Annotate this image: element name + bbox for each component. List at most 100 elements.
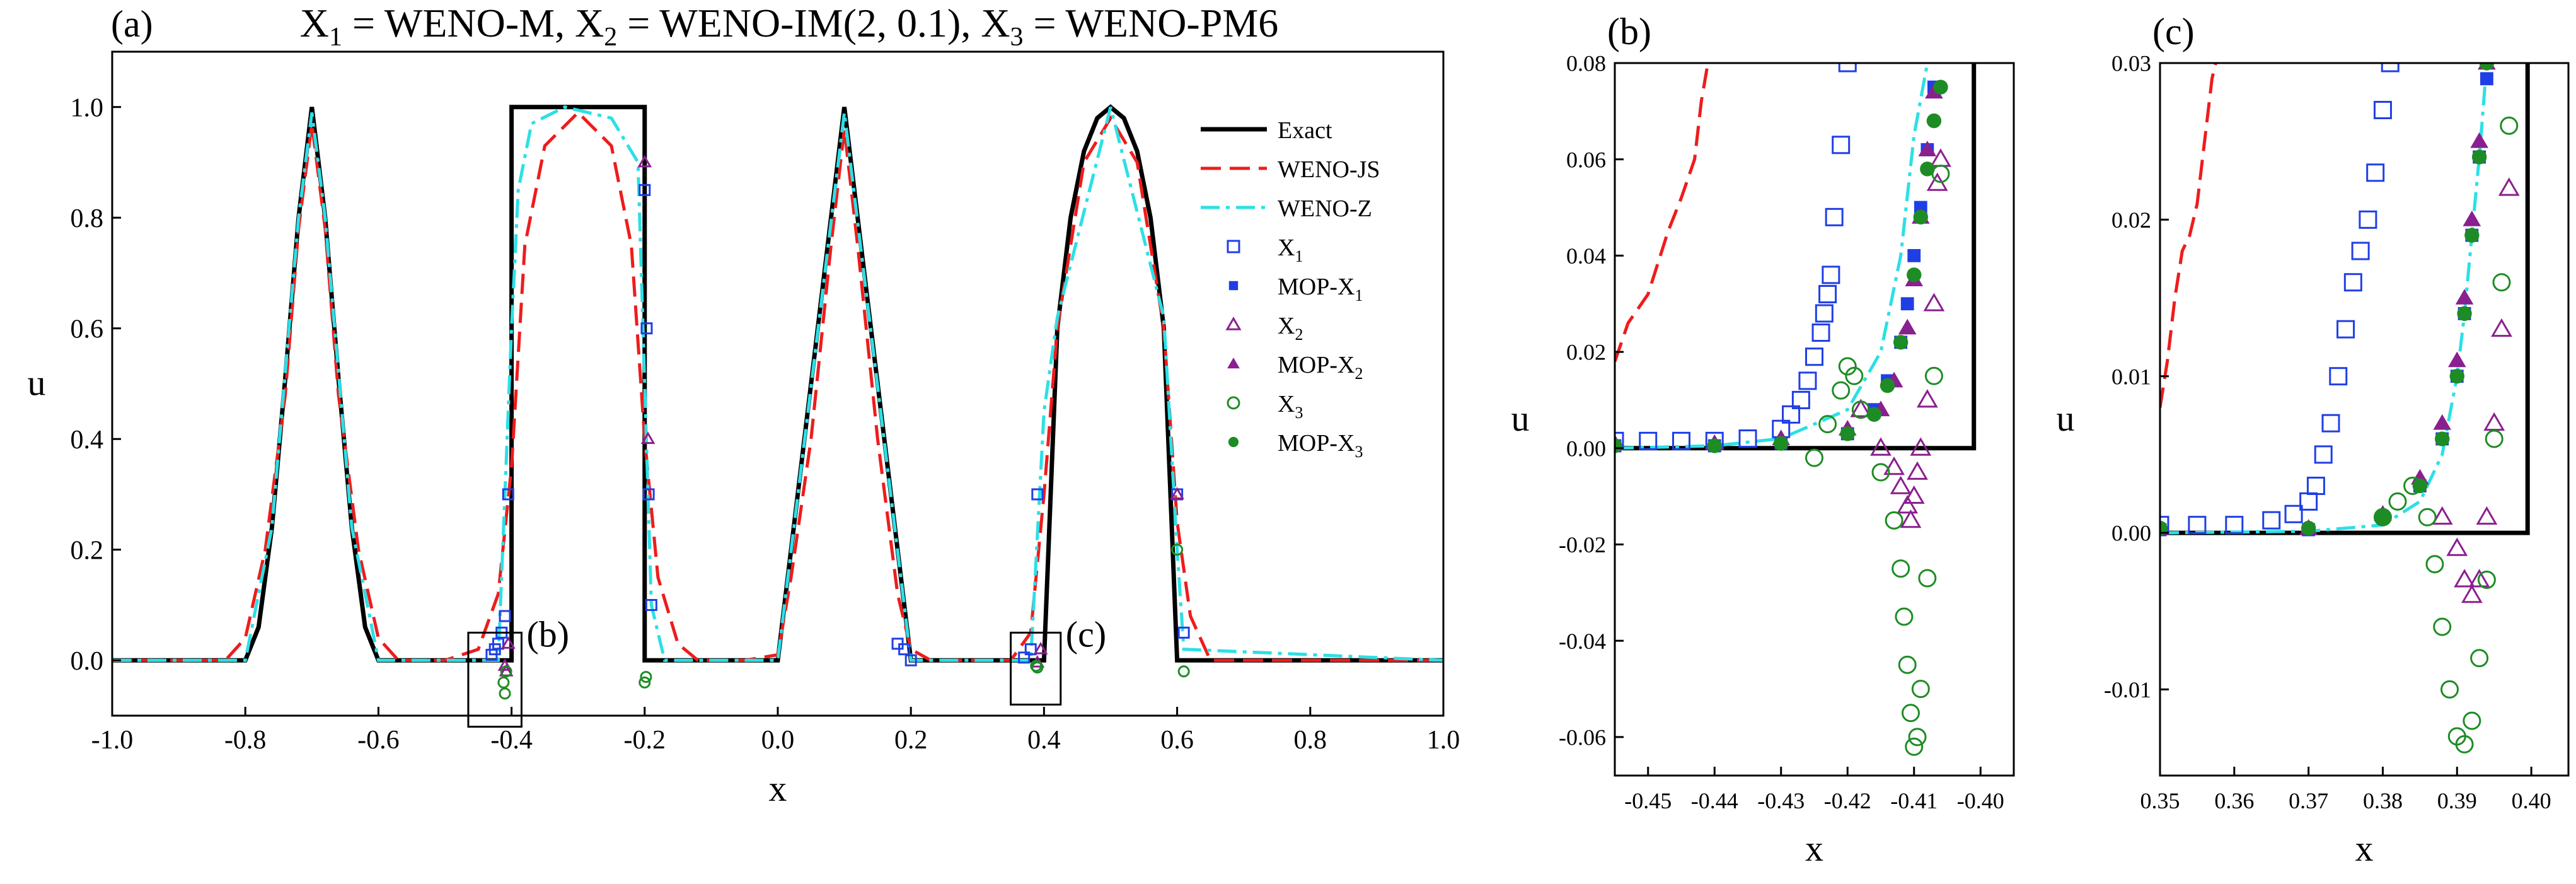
panel-c: 0.35 0.36 0.37 0.38 0.39 0.40 -0.01 0.00 0.01 0.0… (2057, 11, 2570, 869)
series-mop-x3-marker (1840, 426, 1855, 441)
zoom-box-label: (b) (526, 614, 569, 654)
y-tick-label: 0.08 (1566, 51, 1606, 76)
legend-label: WENO-JS (1278, 156, 1380, 183)
y-tick-label: -0.01 (2104, 677, 2151, 702)
x-tick-label: 0.35 (2140, 788, 2180, 813)
plot-frame (1614, 62, 2015, 777)
series-x1-marker (2321, 414, 2340, 433)
series-mop-x3-marker (1920, 161, 1935, 177)
x-tick-label: -0.6 (357, 726, 400, 755)
series-x1-marker (1791, 390, 1810, 409)
series-mop-x3-marker (1615, 438, 1622, 453)
series-x1-marker (645, 599, 657, 611)
series-weno-z-line (2160, 63, 2488, 535)
legend-label-main: Exact (1278, 117, 1332, 144)
series-x1-marker (2359, 210, 2377, 229)
series-x3-marker (2418, 508, 2437, 526)
series-x1-marker (1798, 371, 1817, 390)
series-x3-marker (2425, 555, 2444, 574)
x-tick-label: 1.0 (1427, 726, 1460, 755)
x-tick-label: 0.39 (2437, 788, 2477, 813)
series-x1-marker (1815, 304, 1834, 323)
panel-label: (c) (2152, 11, 2195, 52)
series-weno-z-line (1615, 63, 1929, 450)
series-mop-x3-marker (1774, 436, 1789, 451)
y-axis-label: u (1511, 398, 1530, 439)
legend-entry: WENO-Z (1201, 195, 1372, 222)
y-tick-label: 0.06 (1566, 147, 1606, 172)
series-mop-x1-marker (2480, 72, 2493, 86)
series-mop-x3-marker (1926, 113, 1942, 129)
legend-label-main: MOP-X (1278, 352, 1354, 378)
series-x1-marker (2314, 445, 2333, 464)
legend-label-sub: 1 (1295, 247, 1303, 265)
series-x1-marker (1822, 265, 1840, 284)
series-mop-x1-marker (1907, 249, 1921, 262)
series-mop-x3-marker (2412, 478, 2428, 494)
y-tick-label: 0.0 (71, 647, 104, 676)
series-mop-x2-marker (2470, 132, 2488, 148)
series-x1-marker (2225, 516, 2244, 535)
x-tick-label: 0.8 (1294, 726, 1327, 755)
series-x3-marker (1898, 655, 1917, 674)
legend-marker (1228, 281, 1239, 291)
series-x3-marker (1845, 366, 1864, 385)
series-x2-marker (637, 154, 652, 168)
series-x2-marker (1890, 475, 1912, 494)
series-x1-marker (1177, 626, 1190, 639)
y-tick-label: 0.6 (71, 315, 104, 344)
series-x2-marker (1870, 437, 1892, 456)
y-tick-label: 0.2 (71, 536, 104, 565)
series-x1-marker (499, 610, 511, 622)
series-x3-marker (1030, 660, 1043, 672)
series-x1-marker (1825, 207, 1844, 226)
series-x3-marker (1892, 559, 1910, 578)
y-tick-label: 0.4 (71, 426, 104, 455)
legend-entry: X2 (1225, 313, 1303, 344)
series-mop-x3-marker (1707, 438, 1722, 453)
series-x1-marker (1818, 284, 1837, 303)
series-x1-marker (2366, 163, 2385, 182)
panel-a: -1.0 -0.8 -0.6 -0.4 -0.2 0.0 0.2 0.4 0.6 0.8 1.0 0.… (28, 1, 1460, 809)
chart-title-part: 2 (604, 23, 617, 52)
chart-title-part: = WENO-IM(2, 0.1), X (617, 1, 1010, 45)
series-x3-marker (2440, 680, 2459, 699)
y-tick-label: 0.8 (71, 204, 104, 233)
series-mop-x3-marker (1907, 267, 1922, 282)
legend-label-main: MOP-X (1278, 274, 1354, 300)
series-x3-marker (1031, 661, 1044, 674)
zoom-box (1010, 631, 1062, 706)
series-x1-marker (2284, 504, 2303, 523)
y-tick-label: 0.02 (1566, 340, 1606, 365)
x-tick-label: 0.36 (2214, 788, 2254, 813)
legend-entry: Exact (1201, 117, 1332, 144)
series-mop-x2-marker (2455, 289, 2474, 305)
y-tick-label: -0.04 (1559, 629, 1606, 654)
x-axis-label: x (769, 768, 787, 809)
series-x3-marker (2433, 617, 2452, 636)
legend-marker (1227, 358, 1240, 369)
legend-label-main: X (1278, 313, 1295, 339)
series-x1 (2160, 63, 2400, 535)
legend-label: WENO-Z (1278, 195, 1372, 222)
series-x3-marker (2485, 429, 2504, 448)
series-x2-marker (2491, 318, 2512, 337)
series-x1-marker (1031, 488, 1044, 501)
x-tick-label: 0.37 (2289, 788, 2328, 813)
series-x3-marker (640, 671, 652, 683)
zoom-box-label: (c) (1066, 614, 1106, 654)
series-x3-marker (1805, 448, 1823, 467)
series-x2-marker (640, 431, 656, 445)
legend-marker (1227, 396, 1240, 410)
series-x1-marker (1811, 323, 1830, 342)
series-x1-marker (2262, 511, 2281, 530)
series-mop-x3-marker (1893, 335, 1909, 350)
legend-label-sub: 3 (1295, 404, 1303, 422)
series-mop-x2-marker (2433, 414, 2452, 430)
series-x1-marker (1832, 136, 1851, 154)
series-x3-marker (2500, 116, 2519, 135)
plot-area (2160, 63, 2530, 753)
series-x3 (497, 544, 1190, 700)
